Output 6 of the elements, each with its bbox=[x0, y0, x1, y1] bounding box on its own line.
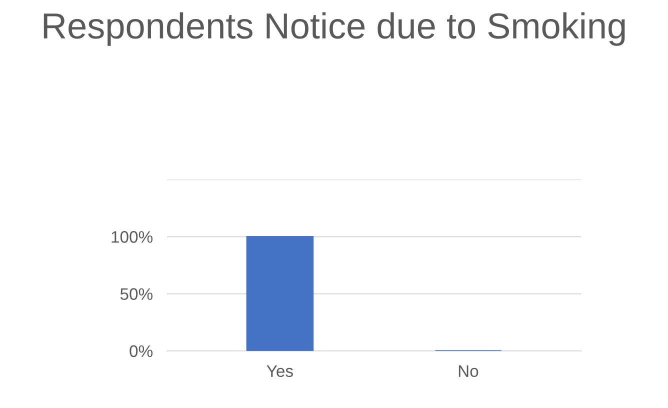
x-tick-label: Yes bbox=[266, 365, 293, 378]
y-tick-label: 50% bbox=[120, 288, 153, 300]
y-tick-label: 100% bbox=[112, 231, 153, 243]
x-tick-label: No bbox=[458, 365, 478, 378]
y-tick-label: 0% bbox=[130, 345, 153, 358]
chart-title: Respondents Notice due to Smoking bbox=[44, 12, 625, 46]
